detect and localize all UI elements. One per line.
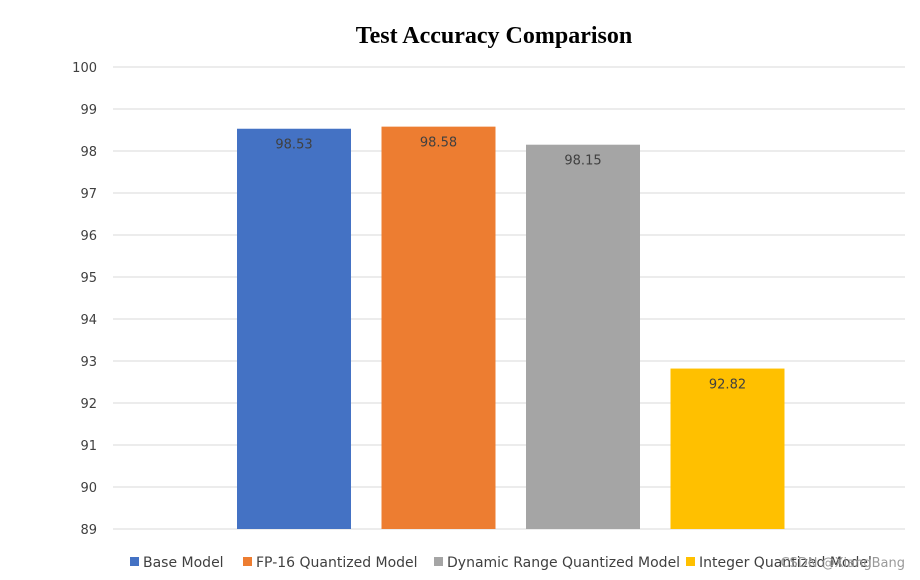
data-label: 98.15 [564,154,601,169]
data-label: 92.82 [709,378,746,393]
y-tick-label: 89 [80,523,97,538]
y-tick-label: 92 [80,397,97,412]
y-tick-label: 91 [80,439,97,454]
y-tick-label: 100 [72,61,97,76]
watermark: CSDN @XiangBang [780,556,905,571]
gridlines [113,66,905,530]
y-axis-ticks: 89 90 91 92 93 94 95 96 97 98 99 100 [72,61,97,538]
bar [381,126,496,529]
legend-swatch [243,557,252,566]
y-tick-label: 90 [80,481,97,496]
legend-label: Base Model [143,555,224,571]
y-tick-label: 99 [80,103,97,118]
legend-swatch [130,557,139,566]
y-tick-label: 97 [80,187,97,202]
bar [237,128,351,530]
y-tick-label: 93 [80,355,97,370]
data-label: 98.58 [420,136,457,151]
data-label: 98.53 [275,138,312,153]
bar [670,368,785,529]
y-tick-label: 98 [80,145,97,160]
legend-label: Dynamic Range Quantized Model [447,555,680,571]
legend-label: FP-16 Quantized Model [256,555,418,571]
y-tick-label: 96 [80,229,97,244]
bars [237,126,785,530]
legend-swatch [434,557,443,566]
chart-title: Test Accuracy Comparison [356,23,632,49]
y-tick-label: 94 [80,313,97,328]
y-tick-label: 95 [80,271,97,286]
data-labels: 98.53 98.58 98.15 92.82 [275,136,746,393]
legend: Base Model FP-16 Quantized Model Dynamic R… [130,555,872,571]
legend-swatch [686,557,695,566]
bar [526,144,640,529]
legend-label: Integer Quantized Model [699,555,872,571]
